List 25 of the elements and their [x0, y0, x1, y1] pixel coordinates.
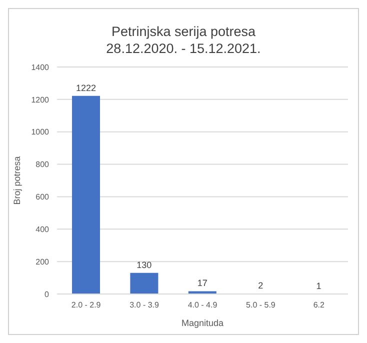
- y-tick-label: 1000: [31, 128, 50, 137]
- y-axis-title: Broj potresa: [12, 156, 22, 205]
- y-tick-label: 800: [36, 160, 50, 170]
- x-tick-label: 2.0 - 2.9: [71, 300, 102, 310]
- bar: [130, 272, 158, 294]
- y-tick-label: 600: [36, 192, 50, 202]
- data-label: 17: [197, 278, 208, 288]
- x-tick-label: 5.0 - 5.9: [246, 300, 276, 310]
- bar: [188, 291, 216, 294]
- data-label: 1222: [76, 82, 96, 93]
- bar: [72, 96, 100, 294]
- data-label: 1: [316, 280, 322, 291]
- y-tick-label: 1400: [31, 62, 50, 72]
- chart-subtitle: 28.12.2020. - 15.12.2021.: [105, 40, 262, 57]
- y-tick-label: 200: [36, 257, 50, 266]
- chart-title: Petrinjska serija potresa: [110, 23, 257, 40]
- x-tick-label: 3.0 - 3.9: [130, 300, 160, 310]
- data-label: 130: [136, 260, 152, 270]
- x-tick-label: 6.2: [313, 300, 326, 310]
- y-tick-label: 400: [36, 224, 50, 234]
- data-label: 2: [258, 280, 264, 291]
- y-tick-label: 1200: [31, 95, 50, 104]
- y-tick-label: 0: [44, 290, 50, 299]
- x-tick-label: 4.0 - 4.9: [188, 300, 218, 310]
- x-axis-title: Magnituda: [181, 318, 224, 328]
